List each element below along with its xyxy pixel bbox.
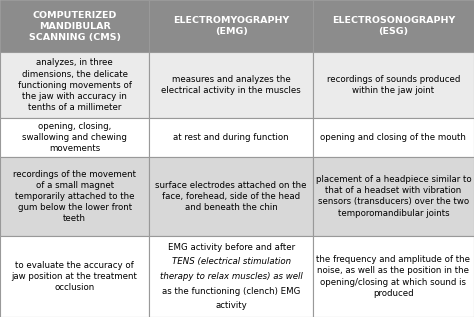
Text: placement of a headpiece similar to
that of a headset with vibration
sensors (tr: placement of a headpiece similar to that…: [316, 175, 471, 217]
Bar: [313, 52, 474, 118]
Bar: [149, 157, 313, 236]
Text: ELECTROSONOGRAPHY
(ESG): ELECTROSONOGRAPHY (ESG): [332, 16, 455, 36]
Bar: [149, 0, 313, 52]
Text: TENS (electrical stimulation: TENS (electrical stimulation: [172, 257, 291, 266]
Text: recordings of sounds produced
within the jaw joint: recordings of sounds produced within the…: [327, 75, 460, 95]
Text: surface electrodes attached on the
face, forehead, side of the head
and beneath : surface electrodes attached on the face,…: [155, 181, 307, 212]
Text: EMG activity before and after: EMG activity before and after: [167, 243, 295, 252]
Bar: [149, 52, 313, 118]
Bar: [313, 118, 474, 157]
Bar: [149, 118, 313, 157]
Bar: [149, 236, 313, 317]
Text: ELECTROMYOGRAPHY
(EMG): ELECTROMYOGRAPHY (EMG): [173, 16, 289, 36]
Text: the frequency and amplitude of the
noise, as well as the position in the
opening: the frequency and amplitude of the noise…: [317, 256, 470, 298]
Text: at rest and during function: at rest and during function: [173, 133, 289, 142]
Text: COMPUTERIZED
MANDIBULAR
SCANNING (CMS): COMPUTERIZED MANDIBULAR SCANNING (CMS): [28, 10, 121, 42]
Text: therapy to relax muscles) as well: therapy to relax muscles) as well: [160, 272, 302, 281]
Text: recordings of the movement
of a small magnet
temporarily attached to the
gum bel: recordings of the movement of a small ma…: [13, 170, 136, 223]
Bar: [0, 157, 149, 236]
Text: measures and analyzes the
electrical activity in the muscles: measures and analyzes the electrical act…: [161, 75, 301, 95]
Text: opening, closing,
swallowing and chewing
movements: opening, closing, swallowing and chewing…: [22, 122, 127, 153]
Bar: [313, 0, 474, 52]
Bar: [313, 157, 474, 236]
Bar: [0, 0, 149, 52]
Text: analyzes, in three
dimensions, the delicate
functioning movements of
the jaw wit: analyzes, in three dimensions, the delic…: [18, 58, 132, 112]
Bar: [313, 236, 474, 317]
Text: to evaluate the accuracy of
jaw position at the treatment
occlusion: to evaluate the accuracy of jaw position…: [12, 261, 137, 292]
Bar: [0, 118, 149, 157]
Bar: [0, 52, 149, 118]
Text: as the functioning (clench) EMG: as the functioning (clench) EMG: [162, 287, 300, 296]
Text: opening and closing of the mouth: opening and closing of the mouth: [320, 133, 466, 142]
Bar: [0, 236, 149, 317]
Text: activity: activity: [215, 301, 247, 310]
